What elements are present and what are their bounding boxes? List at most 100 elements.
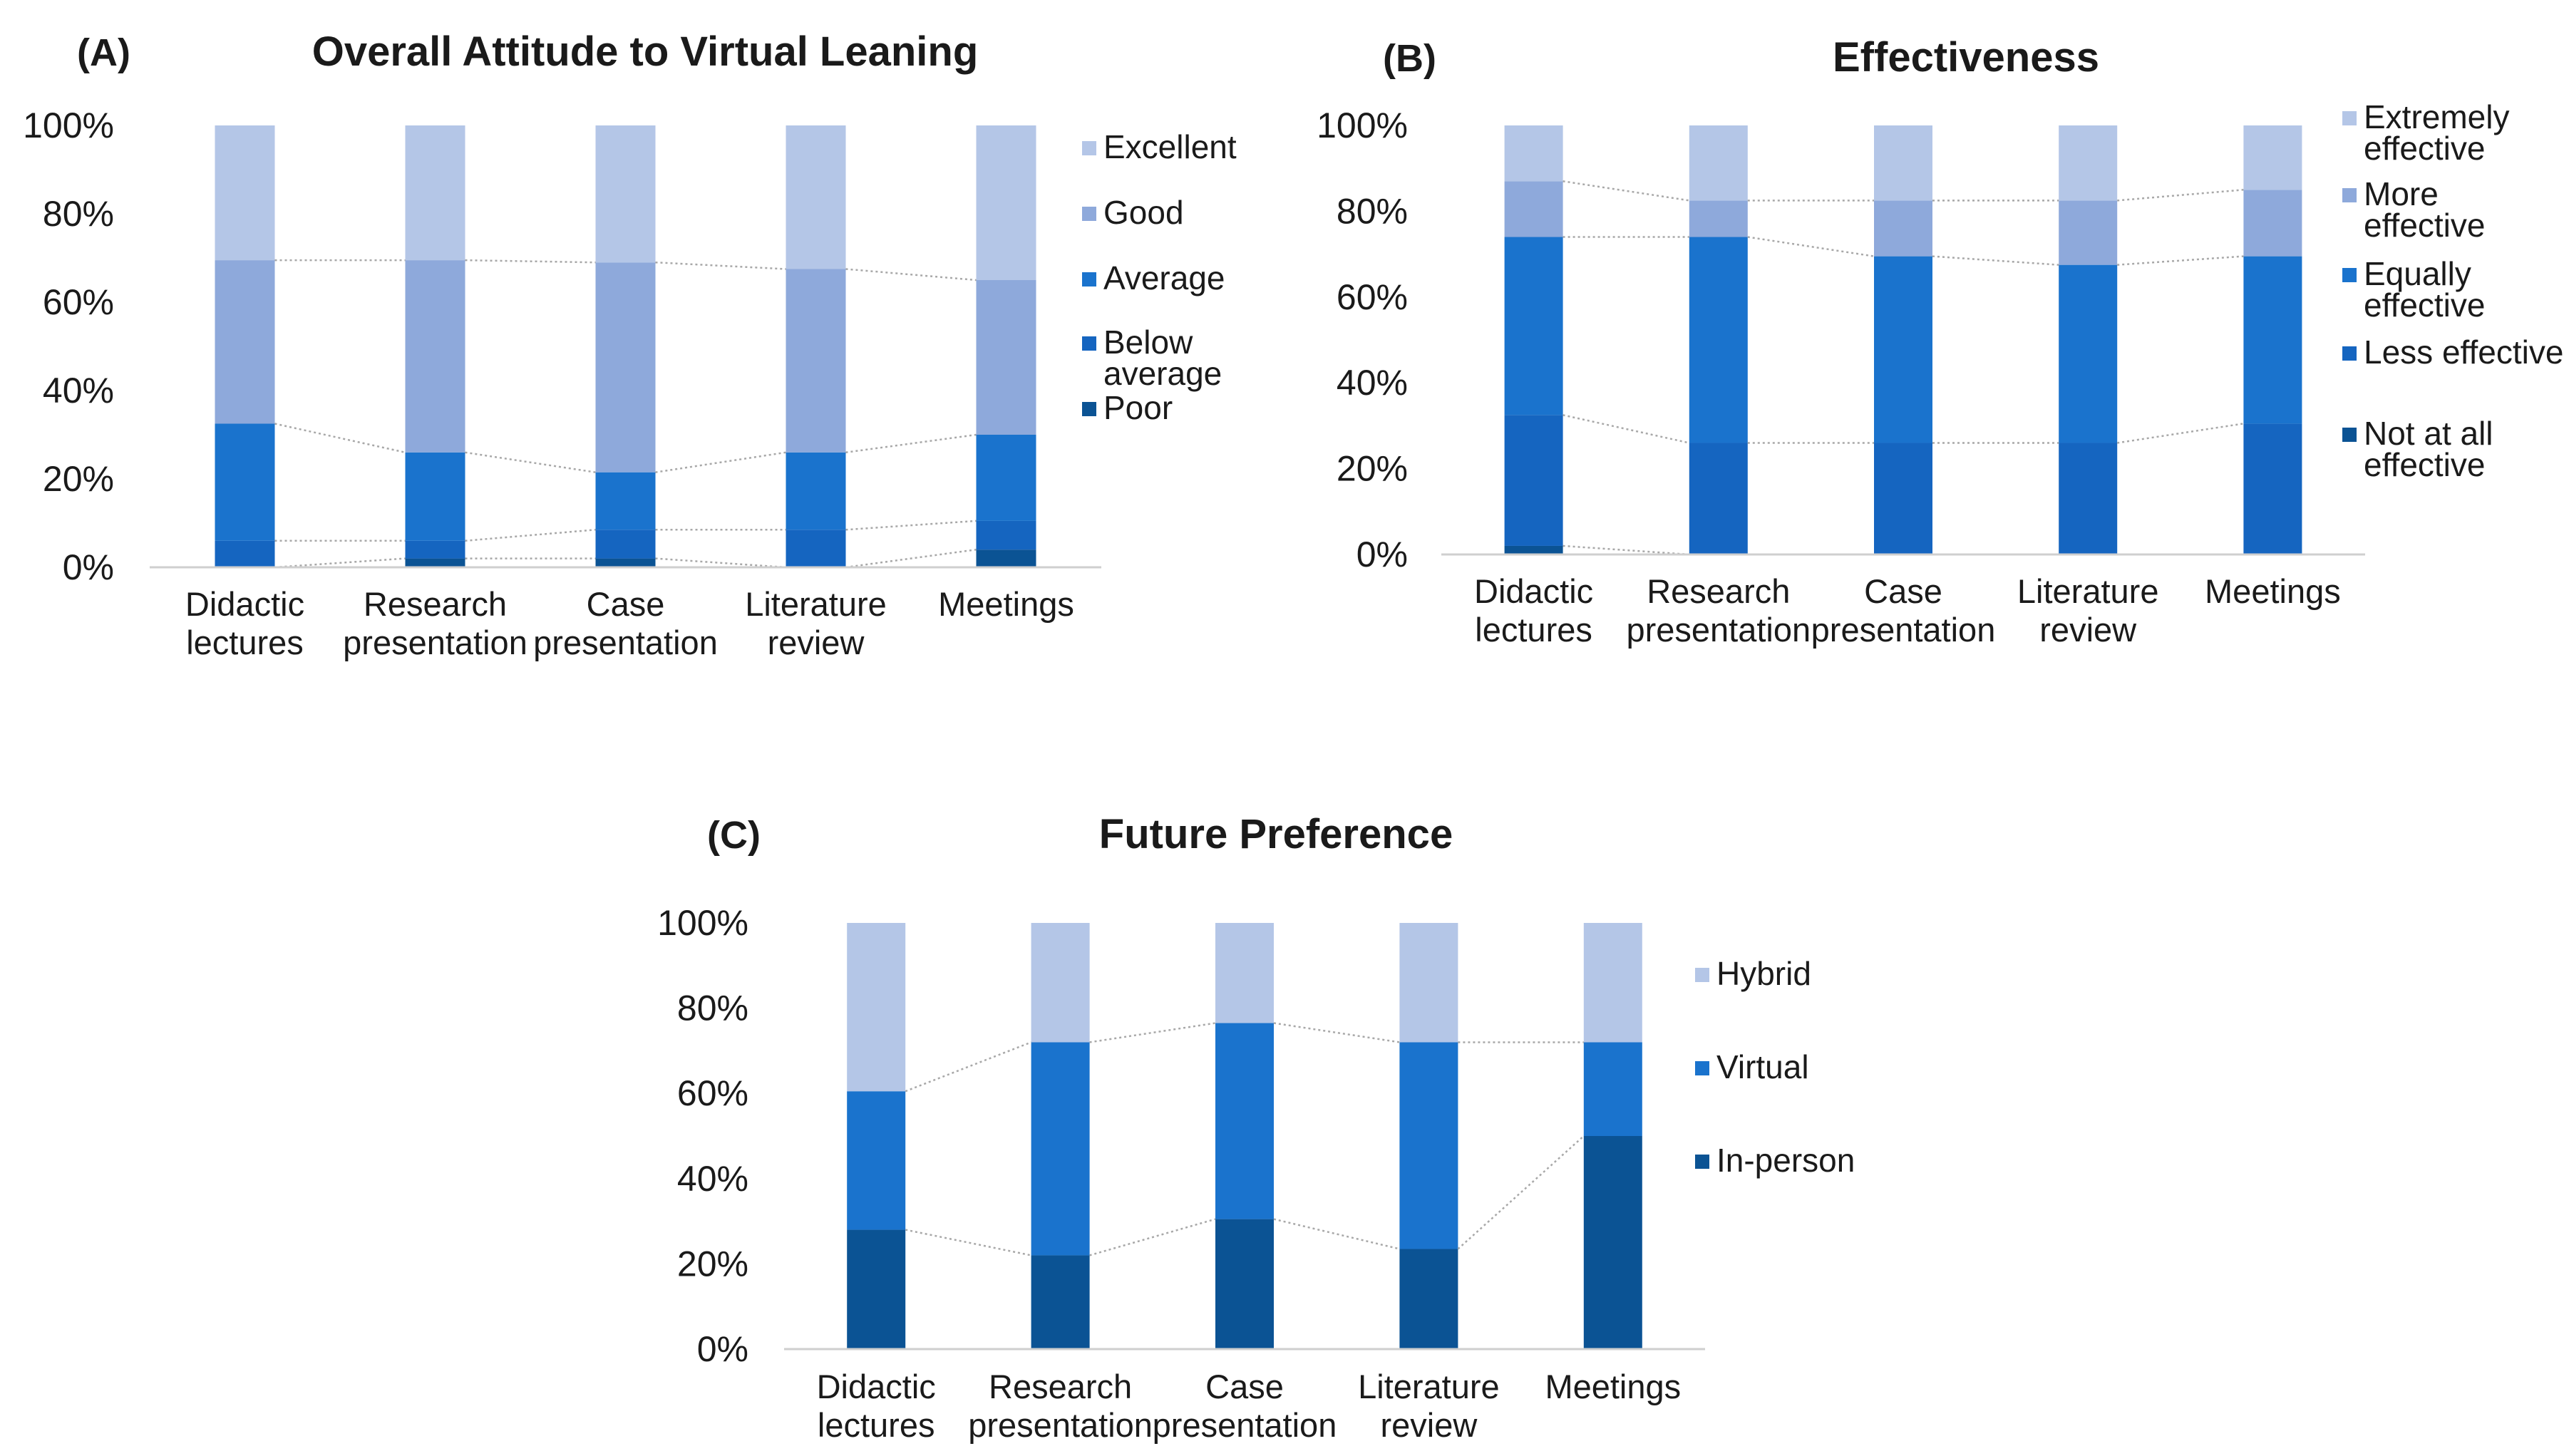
y-tick-label: 40%: [677, 1159, 748, 1199]
bar-segment: [405, 540, 465, 559]
bar-segment: [2059, 200, 2118, 265]
y-tick-label: 0%: [1356, 535, 1408, 574]
bar-segment: [215, 423, 275, 541]
series-connector-line: [274, 423, 406, 454]
bar-segment: [1215, 923, 1274, 1023]
legend-label: Poor: [1103, 389, 1173, 426]
legend-swatch: [1695, 968, 1709, 982]
bar-segment: [1504, 545, 1563, 554]
series-connector-line: [274, 557, 406, 569]
bar-segment: [2243, 423, 2302, 554]
series-connector-line: [1562, 414, 1690, 444]
y-axis-ticks: 0% 20% 40% 60% 80% 100%: [23, 105, 114, 587]
category-label: Case presentation: [1811, 572, 1996, 649]
chart-title: Future Preference: [1099, 811, 1453, 857]
legend-label: More effective: [2364, 175, 2485, 244]
legend-swatch: [2342, 268, 2357, 282]
bar-segment: [976, 520, 1036, 550]
series-connector-line: [1562, 180, 1689, 202]
bar-segment: [1504, 181, 1563, 237]
series-connector-line: [2117, 423, 2244, 444]
category-label: Didactic lectures: [817, 1368, 936, 1444]
legend-swatch: [2342, 346, 2357, 361]
legend-label: Good: [1103, 194, 1184, 231]
series-connector-lines: [274, 259, 977, 569]
bar-segment: [1399, 923, 1458, 1043]
bar-segment: [976, 549, 1036, 567]
bar-segment: [1874, 125, 1932, 201]
y-tick-label: 60%: [1337, 277, 1408, 317]
y-tick-label: 60%: [43, 282, 114, 322]
bar-segment: [786, 530, 846, 567]
bar-segment: [2243, 256, 2302, 424]
bar-segment: [1583, 1136, 1642, 1349]
chart-panel-c: (C) Future Preference 0% 20% 40% 60% 80% 100%…: [657, 811, 1855, 1444]
series-connector-line: [655, 557, 786, 569]
bar-segment: [2059, 264, 2118, 443]
category-label: Case presentation: [1153, 1368, 1337, 1444]
category-label: Didactic lectures: [185, 585, 304, 661]
bar-segment: [1031, 923, 1090, 1043]
bar-segment: [595, 262, 656, 473]
y-tick-label: 100%: [23, 105, 114, 145]
legend-label: Hybrid: [1716, 955, 1811, 992]
bar-segment: [2243, 190, 2302, 257]
chart-panel-a: (A) Overall Attitude to Virtual Leaning …: [23, 29, 1237, 661]
legend-swatch: [1695, 1155, 1709, 1169]
category-labels: Didactic lectures Research presentationCase…: [185, 585, 1074, 661]
y-tick-label: 20%: [1337, 449, 1408, 489]
panel-label: (B): [1383, 37, 1436, 80]
bar-segment: [786, 125, 846, 269]
bar-segment: [1689, 200, 1748, 237]
legend-label: In-person: [1716, 1142, 1855, 1179]
bar-segment: [1215, 1023, 1274, 1219]
bar-segment: [215, 125, 275, 261]
y-axis-ticks: 0% 20% 40% 60% 80% 100%: [1317, 105, 1408, 574]
legend: Hybrid Virtual In-person: [1695, 955, 1855, 1179]
bar-segment: [1874, 200, 1932, 257]
y-tick-label: 20%: [677, 1244, 748, 1284]
bars: [215, 125, 1036, 567]
legend: Extremely effective More effective Equally ef…: [2342, 98, 2563, 483]
legend-label: Extremely effective: [2364, 98, 2509, 167]
chart-title: Overall Attitude to Virtual Leaning: [312, 29, 979, 75]
category-label: Research presentation: [1626, 572, 1811, 649]
y-tick-label: 20%: [43, 459, 114, 499]
series-connector-line: [2117, 255, 2244, 266]
series-connector-line: [845, 548, 977, 569]
bar-segment: [215, 260, 275, 424]
y-tick-label: 80%: [1337, 191, 1408, 231]
legend-swatch: [1695, 1061, 1709, 1075]
bar-segment: [1031, 1255, 1090, 1349]
series-connector-line: [2117, 189, 2244, 202]
legend-label: Equally effective: [2364, 255, 2485, 324]
category-label: Literature review: [2017, 572, 2159, 649]
legend-swatch: [1082, 141, 1096, 155]
series-connector-line: [1457, 1135, 1585, 1250]
series-connector-line: [465, 529, 596, 542]
series-connector-line: [845, 520, 977, 531]
y-tick-label: 40%: [1337, 363, 1408, 403]
category-labels: Didactic lectures Research presentationCase…: [1474, 572, 2341, 649]
series-connector-line: [1273, 1022, 1400, 1043]
bars: [847, 923, 1642, 1349]
bar-segment: [1399, 1249, 1458, 1349]
bar-segment: [2059, 125, 2118, 201]
series-connector-line: [655, 451, 786, 473]
series-connector-line: [845, 268, 977, 282]
panel-label: (A): [77, 31, 130, 74]
bar-segment: [976, 125, 1036, 280]
bar-segment: [976, 435, 1036, 521]
bar-segment: [1215, 1219, 1274, 1349]
bar-segment: [595, 472, 656, 530]
y-axis-ticks: 0% 20% 40% 60% 80% 100%: [657, 903, 748, 1369]
bar-segment: [2243, 125, 2302, 190]
bar-segment: [595, 530, 656, 559]
bar-segment: [215, 540, 275, 567]
y-tick-label: 60%: [677, 1073, 748, 1113]
bar-segment: [405, 558, 465, 567]
series-connector-line: [465, 451, 596, 473]
y-tick-label: 0%: [697, 1329, 748, 1369]
